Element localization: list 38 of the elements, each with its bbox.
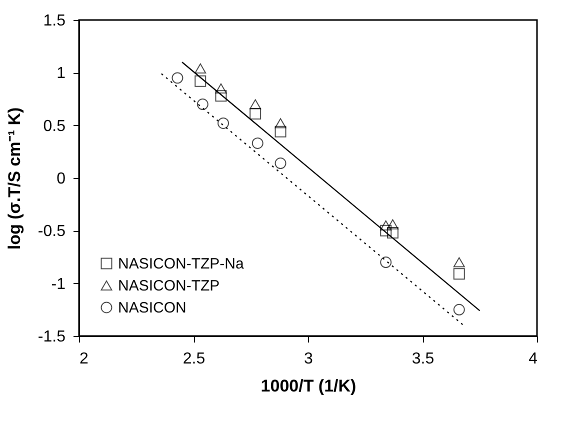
point [274,126,286,138]
point [196,98,208,110]
point [453,257,465,268]
y-tick-label: -0.5 [38,223,66,240]
point [250,108,262,120]
y-tick-label: -1 [51,276,66,293]
point [453,304,465,316]
point [194,63,206,74]
x-tick-label: 2 [80,350,88,368]
y-tick-label: -1.5 [38,328,66,346]
x-axis-title: 1000/T (1/K) [260,376,356,396]
x-tick-label: 3.5 [412,350,434,368]
point [194,75,206,87]
point [250,99,262,110]
legend-label: NASICON [118,300,186,316]
point [172,72,184,84]
point [215,83,227,94]
point [252,138,264,149]
point [274,158,286,169]
y-tick-label: 1.5 [43,12,66,30]
point [386,227,398,239]
point [380,220,392,230]
y-tick-label: 0 [56,170,66,188]
point [453,268,465,280]
legend-label: NASICON-TZP [118,278,220,294]
point [380,256,392,268]
point [218,117,230,129]
point [386,219,398,230]
point [274,118,286,128]
x-tick-label: 3 [304,350,314,368]
y-axis-title: log (σ.T/S cm⁻¹ K) [4,107,24,250]
x-tick-label: 2.5 [182,350,206,368]
y-tick-label: 0.5 [43,118,66,135]
point [380,224,392,236]
x-tick-label: 4 [528,350,538,368]
legend-label: NASICON-TZP-Na [118,256,244,272]
y-tick-label: 1 [56,65,66,82]
point [215,90,227,102]
